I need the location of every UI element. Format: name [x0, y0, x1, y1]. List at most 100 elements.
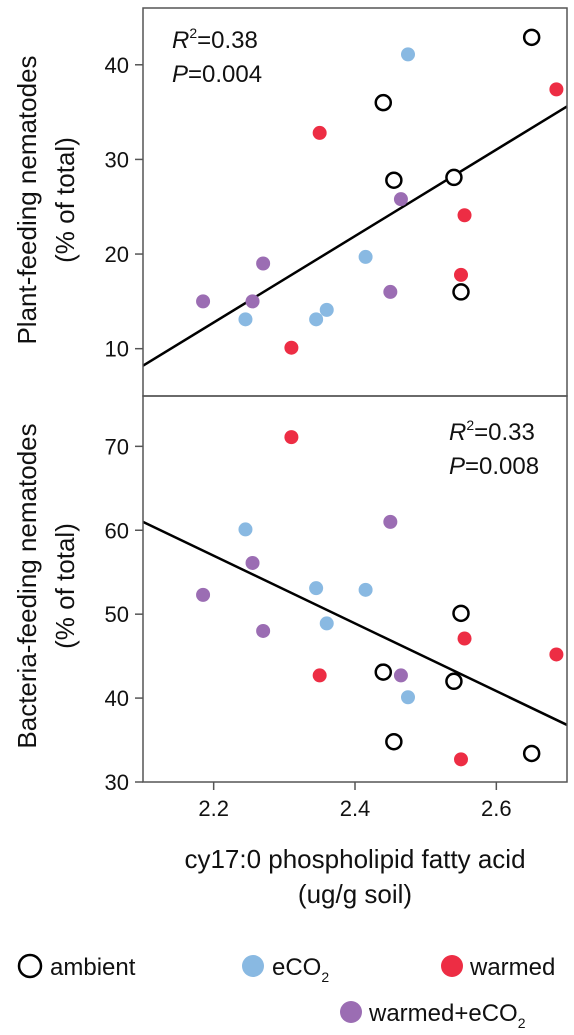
bottom-r2-superscript: 2	[466, 417, 474, 433]
legend: ambient eCO2 warmed warmed+eCO2	[17, 953, 555, 1031]
bottom-point-ambient	[522, 744, 541, 763]
bottom-point-warmed	[312, 668, 327, 683]
top-r2-value: =0.38	[197, 27, 258, 54]
x-axis-label-line2: (ug/g soil)	[298, 879, 412, 909]
top-panel: Plant-feeding nematodes (% of total) 10 2…	[12, 25, 568, 367]
x-axis-label-line1: cy17:0 phospholipid fatty acid	[184, 844, 525, 874]
bottom-point-ambient	[374, 663, 393, 681]
bottom-ylabel-line2: (% of total)	[50, 523, 80, 649]
top-point-eco2	[309, 312, 324, 327]
legend-eco2-marker	[242, 955, 264, 977]
legend-warmed-eco2-subscript: 2	[518, 1015, 526, 1031]
bottom-ylabel: Bacteria-feeding nematodes	[12, 423, 42, 748]
bottom-ylabel-line1: Bacteria-feeding nematodes	[12, 423, 42, 748]
top-points	[196, 28, 564, 355]
legend-eco2-label: eCO2	[272, 954, 329, 985]
x-tick-label: 2.2	[198, 796, 229, 821]
bottom-points	[196, 430, 564, 767]
bottom-y-tick-label: 70	[105, 434, 129, 459]
bottom-point-warmed-eco2	[196, 587, 211, 602]
top-r2-symbol: R	[172, 27, 189, 54]
top-point-warmed	[549, 82, 564, 97]
bottom-point-warmed-eco2	[393, 668, 408, 683]
top-y-tick-label: 10	[105, 337, 129, 362]
top-point-ambient	[374, 93, 393, 112]
bottom-trendline-path	[142, 520, 568, 727]
top-point-warmed-eco2	[256, 256, 271, 271]
bottom-point-eco2	[401, 690, 415, 705]
bottom-point-warmed	[549, 647, 564, 662]
legend-warmed-marker	[441, 955, 463, 977]
legend-ambient-label: ambient	[50, 954, 136, 981]
top-point-eco2	[319, 302, 334, 317]
top-y-tick-label: 40	[105, 53, 129, 78]
bottom-panel: Bacteria-feeding nematodes (% of total) …	[12, 417, 568, 795]
top-y-ticks: 10 20 30 40	[105, 53, 143, 362]
bottom-y-tick-label: 30	[105, 770, 129, 795]
bottom-p-stat: P=0.008	[449, 453, 539, 480]
bottom-y-tick-label: 40	[105, 686, 129, 711]
bottom-y-ticks: 30 40 50 60 70	[105, 434, 143, 795]
top-point-warmed-eco2	[196, 294, 211, 309]
bottom-point-warmed	[454, 752, 468, 767]
bottom-point-warmed-eco2	[245, 555, 260, 570]
top-ylabel: Plant-feeding nematodes	[12, 55, 42, 344]
x-tick-label: 2.6	[481, 796, 512, 821]
bottom-ylabel-sub: (% of total)	[50, 523, 80, 649]
bottom-y-tick-label: 60	[105, 518, 129, 543]
bottom-trendline	[142, 520, 568, 727]
legend-warmed-eco2-text: warmed+eCO	[368, 1000, 518, 1027]
top-point-warmed	[457, 208, 472, 223]
top-point-warmed	[454, 267, 468, 282]
top-y-tick-label: 30	[105, 147, 129, 172]
legend-ambient-text: ambient	[50, 954, 136, 981]
x-axis-ticks: 2.2 2.4 2.6	[198, 782, 512, 821]
legend-ambient-marker	[17, 953, 43, 979]
bottom-p-value: =0.008	[465, 453, 539, 480]
bottom-point-warmed	[457, 631, 472, 646]
bottom-point-eco2	[238, 522, 253, 537]
top-point-ambient	[385, 171, 403, 189]
top-point-eco2	[401, 47, 415, 62]
top-point-warmed-eco2	[245, 294, 260, 309]
bottom-point-warmed	[284, 430, 299, 445]
top-point-eco2	[238, 312, 253, 327]
top-point-ambient	[452, 283, 470, 301]
bottom-r2-symbol: R	[449, 419, 466, 446]
top-p-symbol: P	[172, 61, 188, 88]
legend-warmed-label: warmed	[469, 954, 555, 981]
bottom-y-tick-label: 50	[105, 602, 129, 627]
x-tick-label: 2.4	[340, 796, 371, 821]
top-point-warmed	[312, 125, 327, 140]
bottom-point-ambient	[385, 732, 403, 751]
top-point-ambient	[445, 168, 463, 187]
top-y-tick-label: 20	[105, 242, 129, 267]
bottom-point-warmed-eco2	[383, 514, 398, 529]
legend-warmed-eco2-label: warmed+eCO2	[368, 1000, 526, 1031]
bottom-point-warmed-eco2	[256, 623, 271, 638]
bottom-point-eco2	[309, 581, 324, 596]
top-ylabel-line1: Plant-feeding nematodes	[12, 55, 42, 344]
bottom-point-eco2	[358, 582, 373, 597]
top-point-warmed-eco2	[393, 192, 408, 207]
top-ylabel-sub: (% of total)	[50, 137, 80, 263]
bottom-r2-stat: R2=0.33	[449, 417, 535, 446]
top-trendline	[142, 105, 568, 367]
top-trendline-path	[142, 105, 568, 367]
top-point-warmed-eco2	[383, 284, 398, 299]
legend-eco2-text: eCO	[272, 954, 321, 981]
bottom-r2-value: =0.33	[474, 419, 535, 446]
top-r2-stat: R2=0.38	[172, 25, 258, 54]
bottom-p-symbol: P	[449, 453, 465, 480]
bottom-point-ambient	[445, 672, 463, 691]
top-p-value: =0.004	[188, 61, 262, 88]
bottom-point-eco2	[319, 616, 334, 631]
legend-eco2-subscript: 2	[321, 969, 329, 985]
top-p-stat: P=0.004	[172, 61, 262, 88]
legend-warmed-text: warmed	[469, 954, 555, 981]
top-point-warmed	[284, 340, 299, 355]
top-ylabel-line2: (% of total)	[50, 137, 80, 263]
top-point-ambient	[522, 28, 541, 47]
legend-warmed-eco2-marker	[340, 1001, 362, 1023]
